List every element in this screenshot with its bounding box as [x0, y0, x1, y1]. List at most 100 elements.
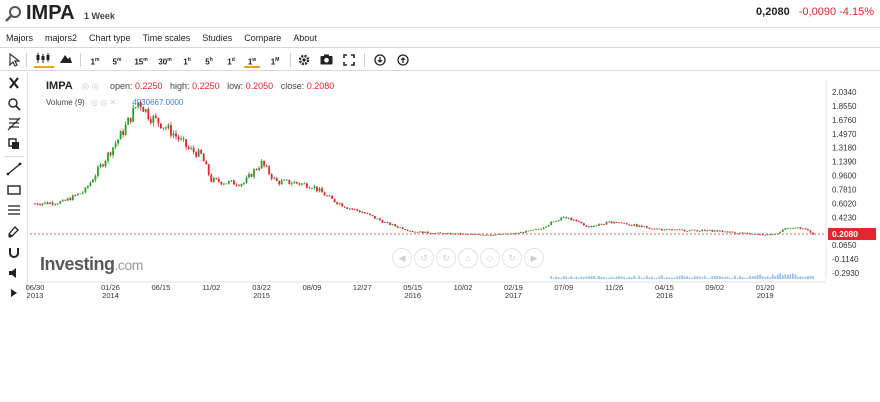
legend-eye-icon[interactable]: ◎ ◎	[81, 81, 100, 91]
x-tick-label: 09/02	[705, 283, 724, 292]
camera-icon[interactable]	[320, 54, 333, 65]
trendline-icon[interactable]	[6, 162, 22, 176]
y-axis: 2.0340 1.8550 1.6760 1.4970 1.3180 1.1390 0.96…	[825, 80, 860, 278]
interval-5m[interactable]: 5m	[112, 57, 122, 67]
x-tick-label: 12/27	[353, 283, 372, 292]
volume-bar	[560, 277, 563, 279]
fibonacci-icon[interactable]	[6, 117, 22, 131]
menu-compare[interactable]: Compare	[244, 33, 282, 43]
refresh-button[interactable]: ↻	[502, 248, 522, 268]
interval-30m[interactable]: 30m	[158, 57, 172, 67]
candle-body	[180, 138, 182, 140]
volume-controls-icon[interactable]: ◎ ◎ ✕	[90, 98, 117, 107]
volume-bar	[711, 276, 714, 279]
volume-bar	[786, 274, 789, 279]
menu-majors[interactable]: Majors	[6, 33, 34, 43]
paint-icon[interactable]	[6, 224, 22, 238]
volume-bar	[570, 275, 573, 279]
cursor-icon[interactable]	[8, 53, 20, 67]
x-tick-label: 11/02	[202, 283, 220, 292]
interval-1m[interactable]: 1m	[90, 57, 100, 67]
legend-symbol: IMPA	[46, 80, 73, 92]
fit-button[interactable]: ⌂	[458, 248, 478, 268]
zoom-icon[interactable]	[6, 97, 22, 111]
menu-chart-type[interactable]: Chart type	[89, 33, 131, 43]
last-price-tag-label: 0.2080	[832, 229, 858, 239]
interval-1d[interactable]: 1d	[227, 57, 235, 67]
gear-icon[interactable]	[298, 54, 310, 66]
rectangle-icon[interactable]	[6, 183, 22, 197]
interval-15m[interactable]: 15m	[134, 57, 148, 67]
candle-body	[245, 177, 248, 183]
candle-body	[175, 133, 177, 137]
candle-body	[706, 230, 709, 232]
mountain-icon	[60, 55, 72, 63]
fullscreen-icon[interactable]	[343, 54, 355, 66]
candle-body	[580, 221, 583, 224]
volume-bar	[671, 277, 673, 279]
candle-body	[608, 221, 610, 223]
candle-body	[635, 224, 638, 227]
horizontal-lines-icon[interactable]	[6, 203, 22, 217]
menu-majors2[interactable]: majors2	[45, 33, 78, 43]
candle-body	[459, 233, 462, 235]
reset-button[interactable]: ◇	[480, 248, 500, 268]
scroll-right-button[interactable]: ▶	[524, 248, 544, 268]
candle-body	[447, 233, 449, 234]
zoom-in-button[interactable]: ↻	[436, 248, 456, 268]
candle-body	[102, 164, 104, 167]
candle-body	[472, 233, 474, 235]
candle-body	[701, 229, 704, 232]
x-tick-label: 01/20	[756, 283, 775, 292]
y-tick-label: 1.1390	[832, 158, 857, 167]
candlestick-type-button[interactable]	[34, 52, 54, 68]
volume-bar	[555, 276, 558, 279]
candle-body	[142, 107, 145, 112]
high-value: 0.2250	[192, 81, 220, 91]
menu-time-scales[interactable]: Time scales	[142, 33, 191, 43]
volume-bar	[774, 276, 777, 279]
low-label: low:	[227, 81, 244, 91]
search-icon[interactable]	[4, 5, 22, 23]
close-icon[interactable]	[6, 76, 22, 90]
interval-5h[interactable]: 5h	[205, 57, 213, 67]
candle-body	[713, 230, 716, 232]
y-tick-label: 0.4230	[832, 213, 857, 222]
candle-body	[109, 152, 112, 156]
candle-body	[59, 201, 62, 204]
zoom-out-button[interactable]: ↺	[414, 248, 434, 268]
volume-bar	[562, 275, 565, 279]
candle-body	[414, 231, 417, 233]
candle-body	[734, 232, 736, 234]
candle-body	[517, 233, 520, 234]
cloud-upload-icon[interactable]	[396, 54, 410, 66]
candle-body	[192, 148, 195, 153]
volume-bar	[628, 276, 631, 279]
volume-bar	[729, 277, 731, 279]
magnet-icon[interactable]	[6, 245, 22, 259]
interval-1w[interactable]: 1w	[244, 52, 260, 68]
price-chart[interactable]: 2.0340 1.8550 1.6760 1.4970 1.3180 1.1390 0.96…	[0, 0, 880, 302]
candle-body	[61, 199, 64, 202]
copy-icon[interactable]	[6, 137, 22, 151]
area-type-button[interactable]	[58, 52, 74, 68]
expand-arrow-icon[interactable]	[6, 286, 22, 300]
scroll-left-button[interactable]: ◀	[392, 248, 412, 268]
speaker-icon[interactable]	[6, 266, 22, 280]
menu-studies[interactable]: Studies	[202, 33, 233, 43]
candle-body	[741, 232, 744, 234]
volume-bar	[557, 277, 560, 279]
candle-body	[250, 173, 253, 177]
interval-1M[interactable]: 1M	[270, 57, 280, 67]
volume-bar	[663, 277, 666, 279]
candle-body	[535, 229, 537, 230]
interval-1h[interactable]: 1h	[183, 57, 191, 67]
candle-body	[683, 229, 686, 232]
volume-bar	[799, 276, 802, 279]
candle-body	[248, 173, 250, 178]
menu-about[interactable]: About	[293, 33, 317, 43]
candle-body	[653, 228, 656, 230]
cloud-download-icon[interactable]	[373, 54, 387, 66]
volume-bar	[776, 274, 779, 279]
candle-body	[117, 139, 119, 144]
